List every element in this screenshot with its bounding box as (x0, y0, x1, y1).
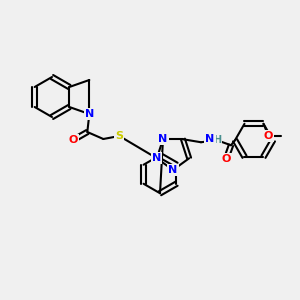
Text: O: O (221, 154, 231, 164)
Text: N: N (85, 109, 94, 119)
Text: N: N (206, 134, 214, 144)
Text: O: O (69, 135, 78, 145)
Text: H: H (213, 135, 221, 145)
Text: N: N (168, 165, 178, 175)
Text: S: S (115, 131, 123, 141)
Text: N: N (152, 153, 161, 163)
Text: O: O (264, 131, 273, 141)
Text: N: N (158, 134, 168, 144)
